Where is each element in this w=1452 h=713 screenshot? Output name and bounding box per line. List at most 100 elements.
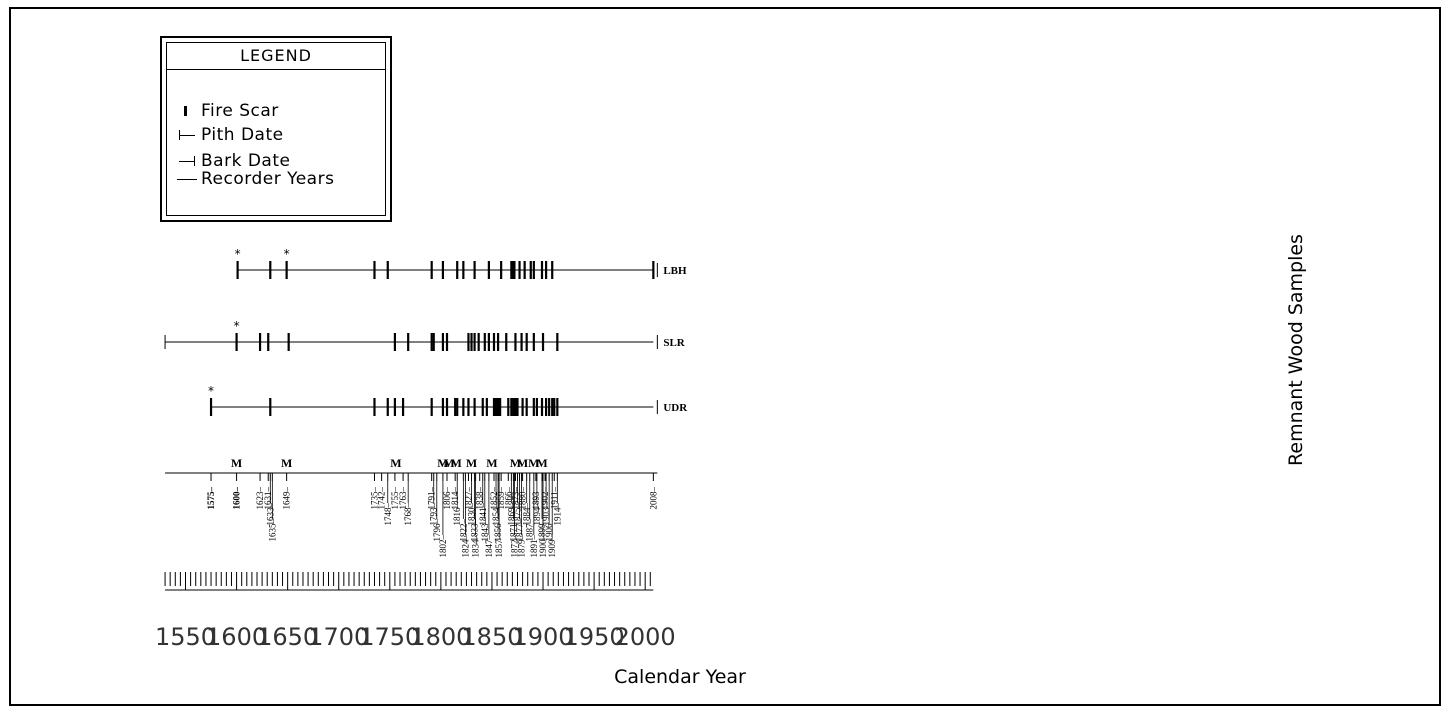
composite-year-label: 1623– [255, 487, 265, 510]
m-marker: M [517, 456, 528, 470]
composite-year-label: 1873– [510, 487, 520, 510]
axis-tick-label: 1750 [359, 623, 420, 651]
m-marker: M [451, 456, 462, 470]
composite-year-label: 1763– [398, 487, 408, 510]
composite-year-label: 1909– [547, 535, 557, 558]
composite-year-label: 1768– [403, 503, 413, 526]
fire-scar-star: * [208, 384, 214, 398]
composite-year-label: 1911– [549, 487, 559, 510]
composite-year-label: 1631– [263, 487, 273, 510]
axis-tick-label: 1850 [461, 623, 522, 651]
axis-tick-label: 2000 [615, 623, 676, 651]
m-marker: M [281, 456, 292, 470]
legend-inner-border: LEGEND Fire Scar Pith Date Bark Date Rec… [166, 42, 386, 216]
fire-scar-star: * [235, 247, 241, 261]
m-marker: M [536, 456, 547, 470]
composite-year-label: 1857– [494, 535, 504, 558]
composite-year-label: 1816– [452, 503, 462, 526]
m-marker: M [510, 456, 521, 470]
m-marker: M [486, 456, 497, 470]
composite-year-label: 1902– [540, 487, 550, 510]
composite-year-label: 1852– [489, 487, 499, 510]
composite-year-label: 1875– [512, 503, 522, 526]
axis-tick-label: 1950 [564, 623, 625, 651]
axis-tick-label: 1600 [206, 623, 267, 651]
composite-year-label: 1856– [493, 519, 503, 542]
composite-year-label: 1796– [432, 519, 442, 542]
composite-year-label: 1859– [496, 487, 506, 510]
bark-date-icon [177, 153, 201, 169]
fire-scar-icon [177, 103, 201, 119]
figure-frame [9, 7, 1441, 706]
legend-label: Bark Date [201, 151, 291, 171]
axis-tick-label: 1700 [308, 623, 369, 651]
composite-year-label: 1841– [478, 503, 488, 526]
m-marker: M [437, 456, 448, 470]
composite-year-label: 1887– [525, 519, 535, 542]
composite-year-label: 1847– [484, 535, 494, 558]
series-lbh: * * LBH [235, 247, 687, 279]
composite-year-label: 1900– [538, 535, 548, 558]
composite-year-label: 1822– [458, 519, 468, 542]
composite-year-label: 1633– [265, 503, 275, 526]
axis-tick-label: 1550 [155, 623, 216, 651]
legend-label: Recorder Years [201, 169, 335, 189]
composite-year-label: 1814– [450, 487, 460, 510]
composite-year-label: 1906– [544, 519, 554, 542]
recorder-years-icon [177, 171, 201, 187]
y-axis-label: Remnant Wood Samples [1285, 234, 1307, 466]
composite-year-label: 1871– [508, 519, 518, 542]
composite-year-label: 1866– [503, 487, 513, 510]
m-marker: M [528, 456, 539, 470]
composite-year-label: 1802– [438, 535, 448, 558]
axis-tick-label: 1800 [410, 623, 471, 651]
m-marker: M [443, 456, 454, 470]
legend-item-pith-date: Pith Date [177, 125, 284, 145]
legend-label: Pith Date [201, 125, 284, 145]
fire-scar-star: * [234, 319, 240, 333]
composite-year-label: 1755– [390, 487, 400, 510]
composite-year-label: 1635– [267, 519, 277, 542]
composite-year-label: 1880– [518, 487, 528, 510]
composite-year-label: 1806– [442, 487, 452, 510]
legend-title: LEGEND [167, 43, 385, 70]
composite-year-label: 1742– [377, 487, 387, 510]
x-axis-label: Calendar Year [614, 666, 746, 688]
composite-year-label: 1824– [460, 535, 470, 558]
m-marker: M [231, 456, 242, 470]
legend-label: Fire Scar [201, 101, 279, 121]
legend: LEGEND Fire Scar Pith Date Bark Date Rec… [160, 36, 392, 222]
series-layer: * * LBH * SLR * UDR [164, 247, 688, 416]
composite-year-label: 1600– [232, 487, 242, 510]
composite-year-label: 1903– [541, 503, 551, 526]
series-label: SLR [663, 337, 685, 349]
legend-item-fire-scar: Fire Scar [177, 101, 279, 121]
composite-year-label: 1914– [552, 503, 562, 526]
composite-year-label: 1791– [427, 487, 437, 510]
fire-scar-star: * [284, 247, 290, 261]
series-udr: * UDR [208, 384, 688, 416]
composite-year-label: 1834– [471, 535, 481, 558]
composite-year-label: 2008– [648, 487, 658, 510]
composite-year-label: 1833– [470, 519, 480, 542]
series-slr: * SLR [164, 319, 686, 351]
composite-year-label: 1884– [522, 503, 532, 526]
composite-year-label: 1891– [529, 535, 539, 558]
axis-tick-label: 1650 [257, 623, 318, 651]
composite-year-label: 1879– [517, 535, 527, 558]
composite-year-label: 1793– [429, 503, 439, 526]
composite-year-label: 1877– [515, 519, 525, 542]
axis-tick-label: 1900 [512, 623, 573, 651]
composite-year-label: 1575– [206, 487, 216, 510]
composite-year-label: 1854– [491, 503, 501, 526]
pith-date-icon [177, 127, 201, 143]
composite-year-label: 1735– [369, 487, 379, 510]
composite-year-label: 1899– [537, 519, 547, 542]
composite-year-label: 1843– [480, 519, 490, 542]
legend-item-recorder-years: Recorder Years [177, 169, 334, 189]
composite-year-label: 1649– [282, 487, 292, 510]
m-marker: M [390, 456, 401, 470]
composite-year-label: 1872– [509, 535, 519, 558]
